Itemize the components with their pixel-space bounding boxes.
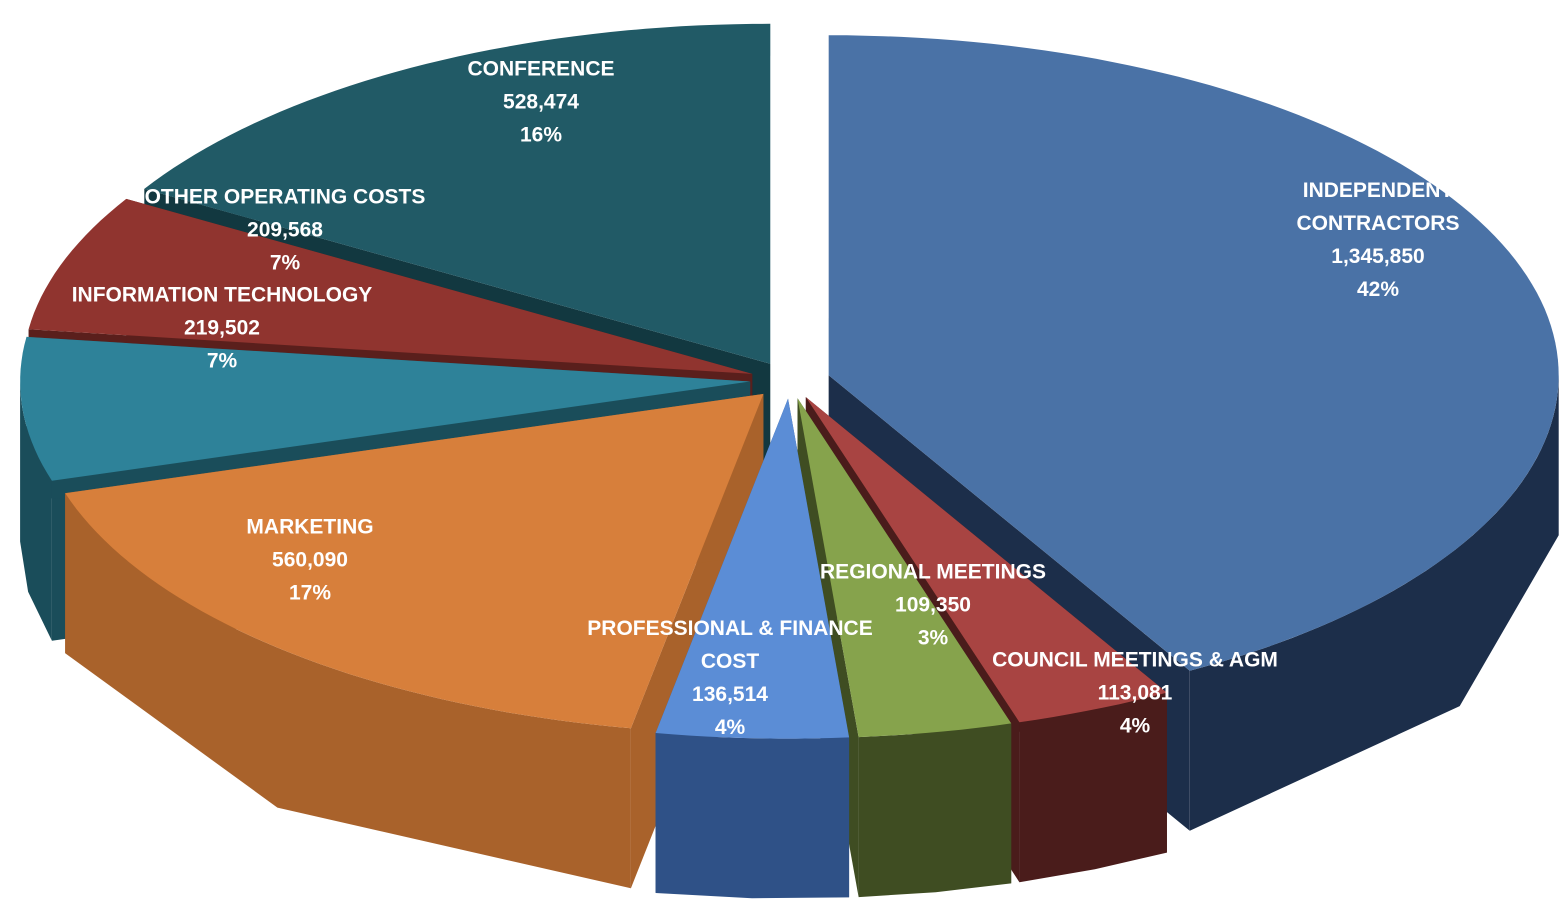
percent-label: 4% <box>714 716 746 739</box>
slice <box>805 397 1167 723</box>
percent-label: 17% <box>288 581 332 605</box>
slice <box>828 35 1559 671</box>
slice <box>655 398 850 739</box>
percent-label: 7% <box>206 349 238 373</box>
slice <box>65 393 764 729</box>
category-label: COUNCIL MEETINGS & AGM <box>992 648 1278 672</box>
category-label: OTHER OPERATING COSTS <box>144 185 426 209</box>
value-label: 136,514 <box>692 683 768 706</box>
category-label: INFORMATION TECHNOLOGY <box>71 283 373 307</box>
data-label: OTHER OPERATING COSTS 209,568 7% <box>145 181 426 280</box>
data-label: MARKETING 560,090 17% <box>246 511 373 610</box>
category-label: CONFERENCE <box>467 57 615 81</box>
slice-side <box>20 381 52 641</box>
category-label: REGIONAL MEETINGS <box>820 560 1046 584</box>
category-label: PROFESSIONAL & FINANCE COST <box>587 617 873 673</box>
data-label: INFORMATION TECHNOLOGY 219,502 7% <box>72 279 373 378</box>
value-label: 109,350 <box>895 593 971 617</box>
slice-side <box>655 733 850 899</box>
percent-label: 7% <box>269 251 301 275</box>
value-label: 113,081 <box>1097 681 1173 705</box>
category-label: INDEPENDENT CONTRACTORS <box>1296 179 1460 235</box>
data-label: CONFERENCE 528,474 16% <box>467 53 614 152</box>
percent-label: 3% <box>917 626 949 650</box>
value-label: 528,474 <box>503 90 579 114</box>
slice-side <box>65 493 631 889</box>
slice <box>28 198 753 374</box>
slice <box>20 336 751 481</box>
data-label: COUNCIL MEETINGS & AGM 113,081 4% <box>992 644 1278 743</box>
percent-label: 4% <box>1119 714 1151 738</box>
data-label: PROFESSIONAL & FINANCE COST 136,514 4% <box>570 612 890 744</box>
slice <box>144 23 771 364</box>
percent-label: 16% <box>519 123 563 147</box>
data-label: REGIONAL MEETINGS 109,350 3% <box>820 556 1046 655</box>
percent-label: 42% <box>1356 278 1400 301</box>
value-label: 209,568 <box>247 218 323 242</box>
slice-side <box>1189 375 1559 831</box>
slice-side <box>858 723 1012 898</box>
value-label: 1,345,850 <box>1331 245 1425 268</box>
category-label: MARKETING <box>246 515 374 539</box>
data-label: INDEPENDENT CONTRACTORS 1,345,850 42% <box>1273 174 1483 306</box>
value-label: 219,502 <box>184 316 260 340</box>
slice-side <box>1019 692 1167 883</box>
value-label: 560,090 <box>272 548 348 572</box>
slice <box>797 398 1012 738</box>
